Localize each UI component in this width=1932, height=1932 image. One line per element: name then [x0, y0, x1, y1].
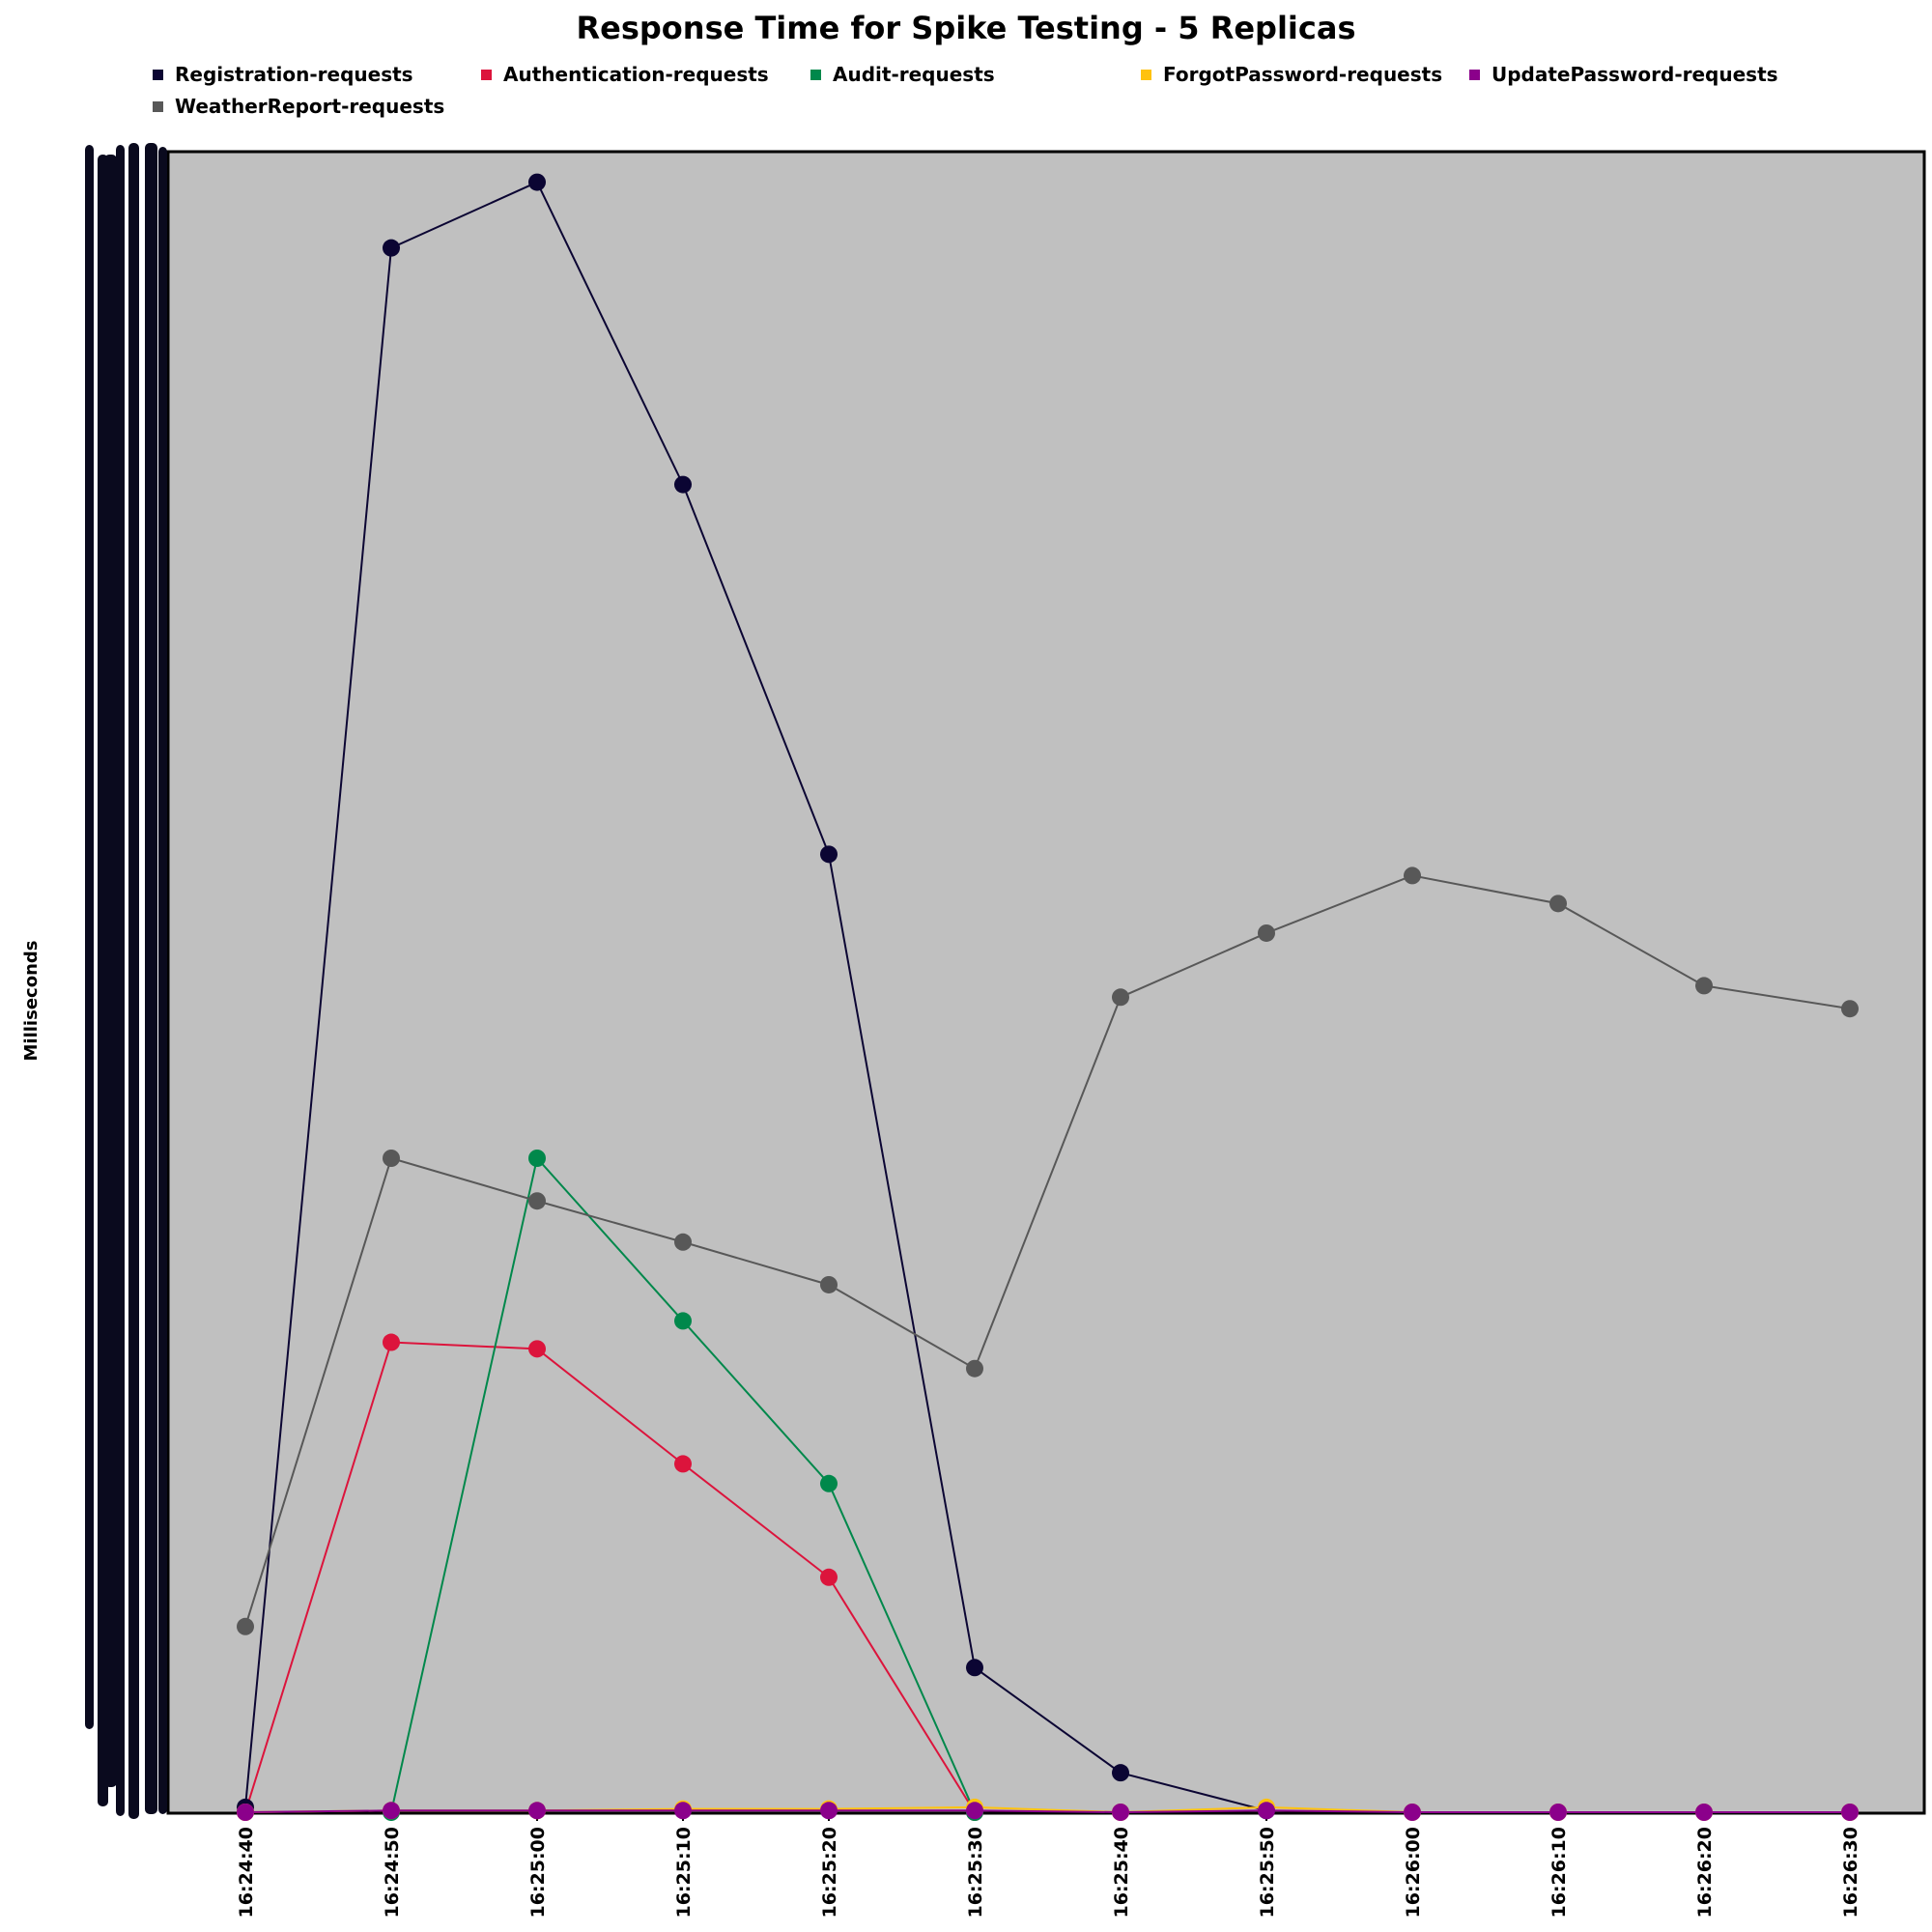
data-point-weatherreport-requests — [1258, 923, 1275, 942]
data-point-updatepassword-requests — [1258, 1802, 1275, 1820]
legend-label: WeatherReport-requests — [175, 95, 444, 118]
x-tick-label: 16:24:40 — [236, 1827, 257, 1918]
legend-swatch — [153, 101, 163, 112]
x-tick-label: 16:26:30 — [1840, 1827, 1861, 1918]
data-point-weatherreport-requests — [383, 1150, 400, 1168]
x-tick-label: 16:25:10 — [673, 1827, 695, 1918]
legend-swatch — [1141, 70, 1151, 80]
data-point-audit-requests — [820, 1474, 838, 1492]
legend-item-registration-requests: Registration-requests — [153, 63, 413, 86]
legend-label: UpdatePassword-requests — [1492, 63, 1778, 86]
y-tick-label-overlap — [85, 145, 94, 1729]
y-tick-label-overlap — [116, 145, 125, 1816]
legend-swatch — [810, 70, 821, 80]
legend-item-updatepassword-requests: UpdatePassword-requests — [1469, 63, 1778, 86]
legend-label: Audit-requests — [833, 63, 995, 86]
x-tick-label: 16:25:20 — [819, 1827, 840, 1918]
legend-label: Registration-requests — [175, 63, 413, 86]
series-line-registration-requests — [244, 181, 1267, 1812]
data-point-weatherreport-requests — [237, 1617, 254, 1635]
legend-item-forgotpassword-requests: ForgotPassword-requests — [1141, 63, 1442, 86]
x-tick-label: 16:26:00 — [1403, 1827, 1424, 1918]
data-point-updatepassword-requests — [1549, 1804, 1567, 1821]
chart-title: Response Time for Spike Testing - 5 Repl… — [577, 10, 1356, 46]
series-line-updatepassword-requests — [244, 1809, 1850, 1814]
legend-swatch — [1469, 70, 1480, 80]
data-point-updatepassword-requests — [1404, 1804, 1421, 1821]
data-point-updatepassword-requests — [820, 1802, 838, 1820]
data-point-updatepassword-requests — [966, 1802, 983, 1820]
x-tick-label: 16:26:10 — [1548, 1827, 1570, 1918]
data-point-weatherreport-requests — [966, 1359, 983, 1378]
legend-item-audit-requests: Audit-requests — [810, 63, 995, 86]
data-point-updatepassword-requests — [528, 1802, 546, 1820]
data-point-registration-requests — [820, 845, 838, 864]
data-point-weatherreport-requests — [528, 1192, 546, 1210]
y-tick-label-overlap — [104, 155, 117, 1787]
legend-item-weatherreport-requests: WeatherReport-requests — [153, 95, 444, 118]
x-tick-label: 16:25:30 — [965, 1827, 986, 1918]
x-tick-label: 16:26:20 — [1694, 1827, 1716, 1918]
data-point-weatherreport-requests — [1695, 977, 1713, 995]
data-point-authentication-requests — [383, 1333, 400, 1351]
data-point-weatherreport-requests — [1841, 1000, 1859, 1018]
data-point-weatherreport-requests — [1112, 988, 1129, 1007]
x-axis: 16:24:40 16:24:50 16:25:00 16:25:10 16:25:20… — [236, 1813, 1861, 1918]
data-point-registration-requests — [528, 173, 546, 191]
data-point-updatepassword-requests — [674, 1802, 692, 1820]
legend-item-authentication-requests: Authentication-requests — [481, 63, 769, 86]
legend-swatch — [481, 70, 492, 80]
series-line-authentication-requests — [244, 1341, 976, 1813]
plot-area — [166, 150, 1926, 1815]
data-point-updatepassword-requests — [383, 1802, 400, 1820]
y-axis-tick-labels — [85, 143, 167, 1819]
series-line-weatherreport-requests — [244, 874, 1851, 1628]
legend-swatch — [153, 70, 163, 80]
y-tick-label-overlap — [145, 143, 157, 1814]
data-point-updatepassword-requests — [1112, 1804, 1129, 1821]
x-tick-label: 16:25:40 — [1111, 1827, 1132, 1918]
data-point-registration-requests — [383, 239, 400, 257]
data-point-authentication-requests — [674, 1455, 692, 1473]
data-point-authentication-requests — [820, 1568, 838, 1586]
data-point-audit-requests — [528, 1150, 546, 1168]
series-points — [237, 173, 1859, 1821]
data-point-registration-requests — [966, 1659, 983, 1677]
data-point-registration-requests — [1112, 1764, 1129, 1782]
legend-label: Authentication-requests — [503, 63, 769, 86]
data-point-weatherreport-requests — [820, 1275, 838, 1293]
legend: Registration-requests Authentication-requ… — [153, 63, 1778, 118]
y-tick-label-overlap — [128, 143, 139, 1819]
data-point-authentication-requests — [528, 1340, 546, 1358]
data-point-weatherreport-requests — [1404, 867, 1421, 885]
data-point-updatepassword-requests — [1841, 1804, 1859, 1821]
data-point-updatepassword-requests — [1695, 1804, 1713, 1821]
data-point-audit-requests — [674, 1312, 692, 1330]
x-tick-label: 16:24:50 — [382, 1827, 403, 1918]
data-point-weatherreport-requests — [674, 1233, 692, 1251]
data-point-weatherreport-requests — [1549, 895, 1567, 913]
x-tick-label: 16:25:00 — [527, 1827, 549, 1918]
data-point-updatepassword-requests — [237, 1804, 254, 1821]
x-tick-label: 16:25:50 — [1257, 1827, 1278, 1918]
y-axis-label: Milliseconds — [21, 941, 42, 1062]
y-tick-label-overlap — [158, 147, 167, 1814]
data-point-registration-requests — [674, 475, 692, 494]
legend-label: ForgotPassword-requests — [1163, 63, 1442, 86]
